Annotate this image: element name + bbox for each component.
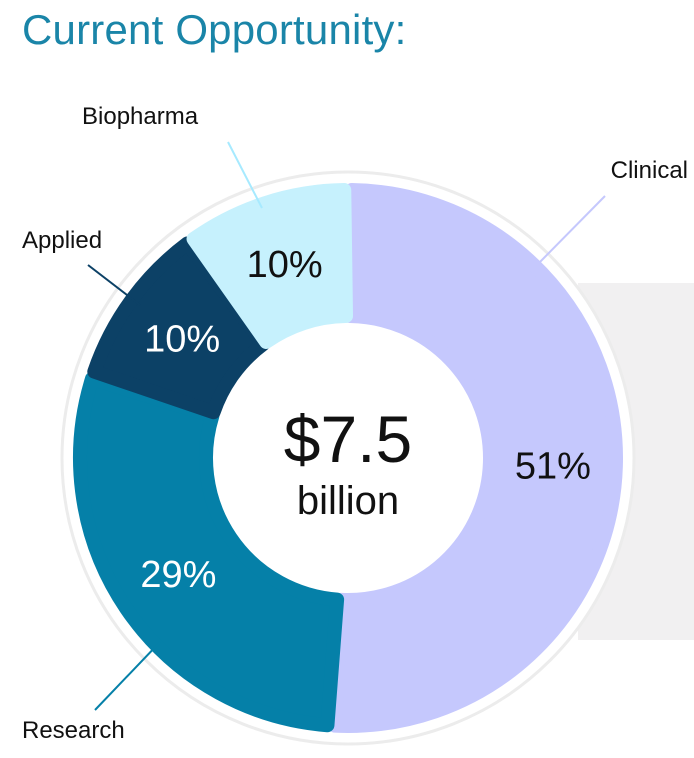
category-label-clinical: Clinical bbox=[611, 157, 688, 184]
leader-line-biopharma bbox=[227, 141, 263, 209]
center-unit: billion bbox=[297, 479, 399, 523]
leader-line-applied bbox=[87, 264, 141, 306]
slice-clinical bbox=[327, 183, 623, 733]
leader-line-research bbox=[94, 641, 161, 711]
slice-label-research: 29% bbox=[140, 554, 216, 596]
slice-label-biopharma: 10% bbox=[247, 244, 323, 286]
slice-applied bbox=[87, 236, 270, 420]
slice-biopharma bbox=[186, 183, 354, 349]
slice-label-clinical: 51% bbox=[515, 445, 591, 487]
category-label-biopharma: Biopharma bbox=[82, 103, 199, 130]
category-label-research: Research bbox=[22, 717, 125, 744]
center-value: $7.5 bbox=[284, 402, 412, 476]
page-title: Current Opportunity: bbox=[22, 6, 407, 53]
slice-label-applied: 10% bbox=[144, 319, 220, 361]
category-label-applied: Applied bbox=[22, 227, 102, 254]
slice-research bbox=[73, 371, 345, 733]
leader-line-clinical bbox=[535, 195, 606, 267]
